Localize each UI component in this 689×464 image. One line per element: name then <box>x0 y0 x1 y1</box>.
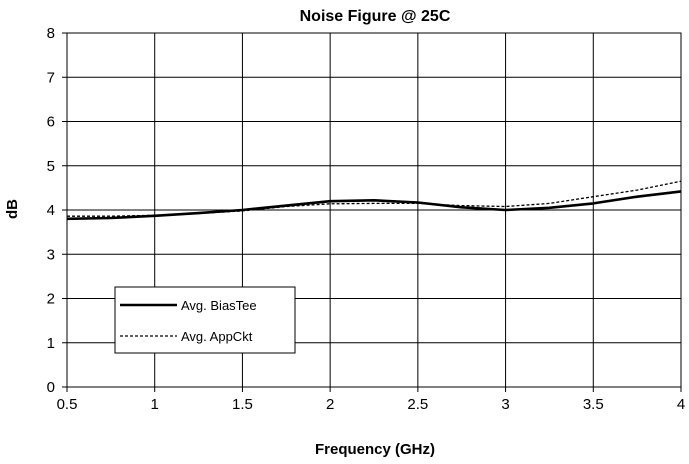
legend-label: Avg. BiasTee <box>181 298 257 313</box>
legend: Avg. BiasTee Avg. AppCkt <box>114 286 296 354</box>
y-tick-label: 7 <box>47 69 55 86</box>
legend-items: Avg. BiasTee Avg. AppCkt <box>120 298 257 344</box>
series-line-avg-appckt <box>67 180 682 217</box>
legend-box <box>114 286 296 354</box>
y-tick-label: 3 <box>47 246 55 263</box>
axes <box>62 32 682 392</box>
x-tick-label: 3 <box>501 396 509 413</box>
x-tick-label: 1.5 <box>232 396 253 413</box>
y-tick-label: 0 <box>47 379 55 396</box>
x-tick-label: 2.5 <box>407 396 428 413</box>
x-tick-label: 3.5 <box>583 396 604 413</box>
legend-label: Avg. AppCkt <box>181 329 253 344</box>
x-tick-label: 1 <box>151 396 159 413</box>
x-tick-label: 0.5 <box>57 396 78 413</box>
tick-labels: 0.5 1 1.5 2 2.5 3 3.5 4 0 1 2 3 4 5 6 7 8 <box>47 25 686 413</box>
y-axis-title: dB <box>4 199 21 219</box>
y-tick-label: 6 <box>47 114 55 131</box>
x-tick-label: 2 <box>326 396 334 413</box>
x-tick-label: 4 <box>677 396 685 413</box>
chart-title: Noise Figure @ 25C <box>300 8 451 25</box>
y-tick-label: 4 <box>47 202 55 219</box>
y-tick-label: 2 <box>47 291 55 308</box>
y-tick-label: 5 <box>47 158 55 175</box>
series-lines <box>66 180 682 221</box>
y-tick-label: 8 <box>47 25 55 42</box>
y-tick-label: 1 <box>47 335 55 352</box>
x-axis-title: Frequency (GHz) <box>315 441 435 458</box>
